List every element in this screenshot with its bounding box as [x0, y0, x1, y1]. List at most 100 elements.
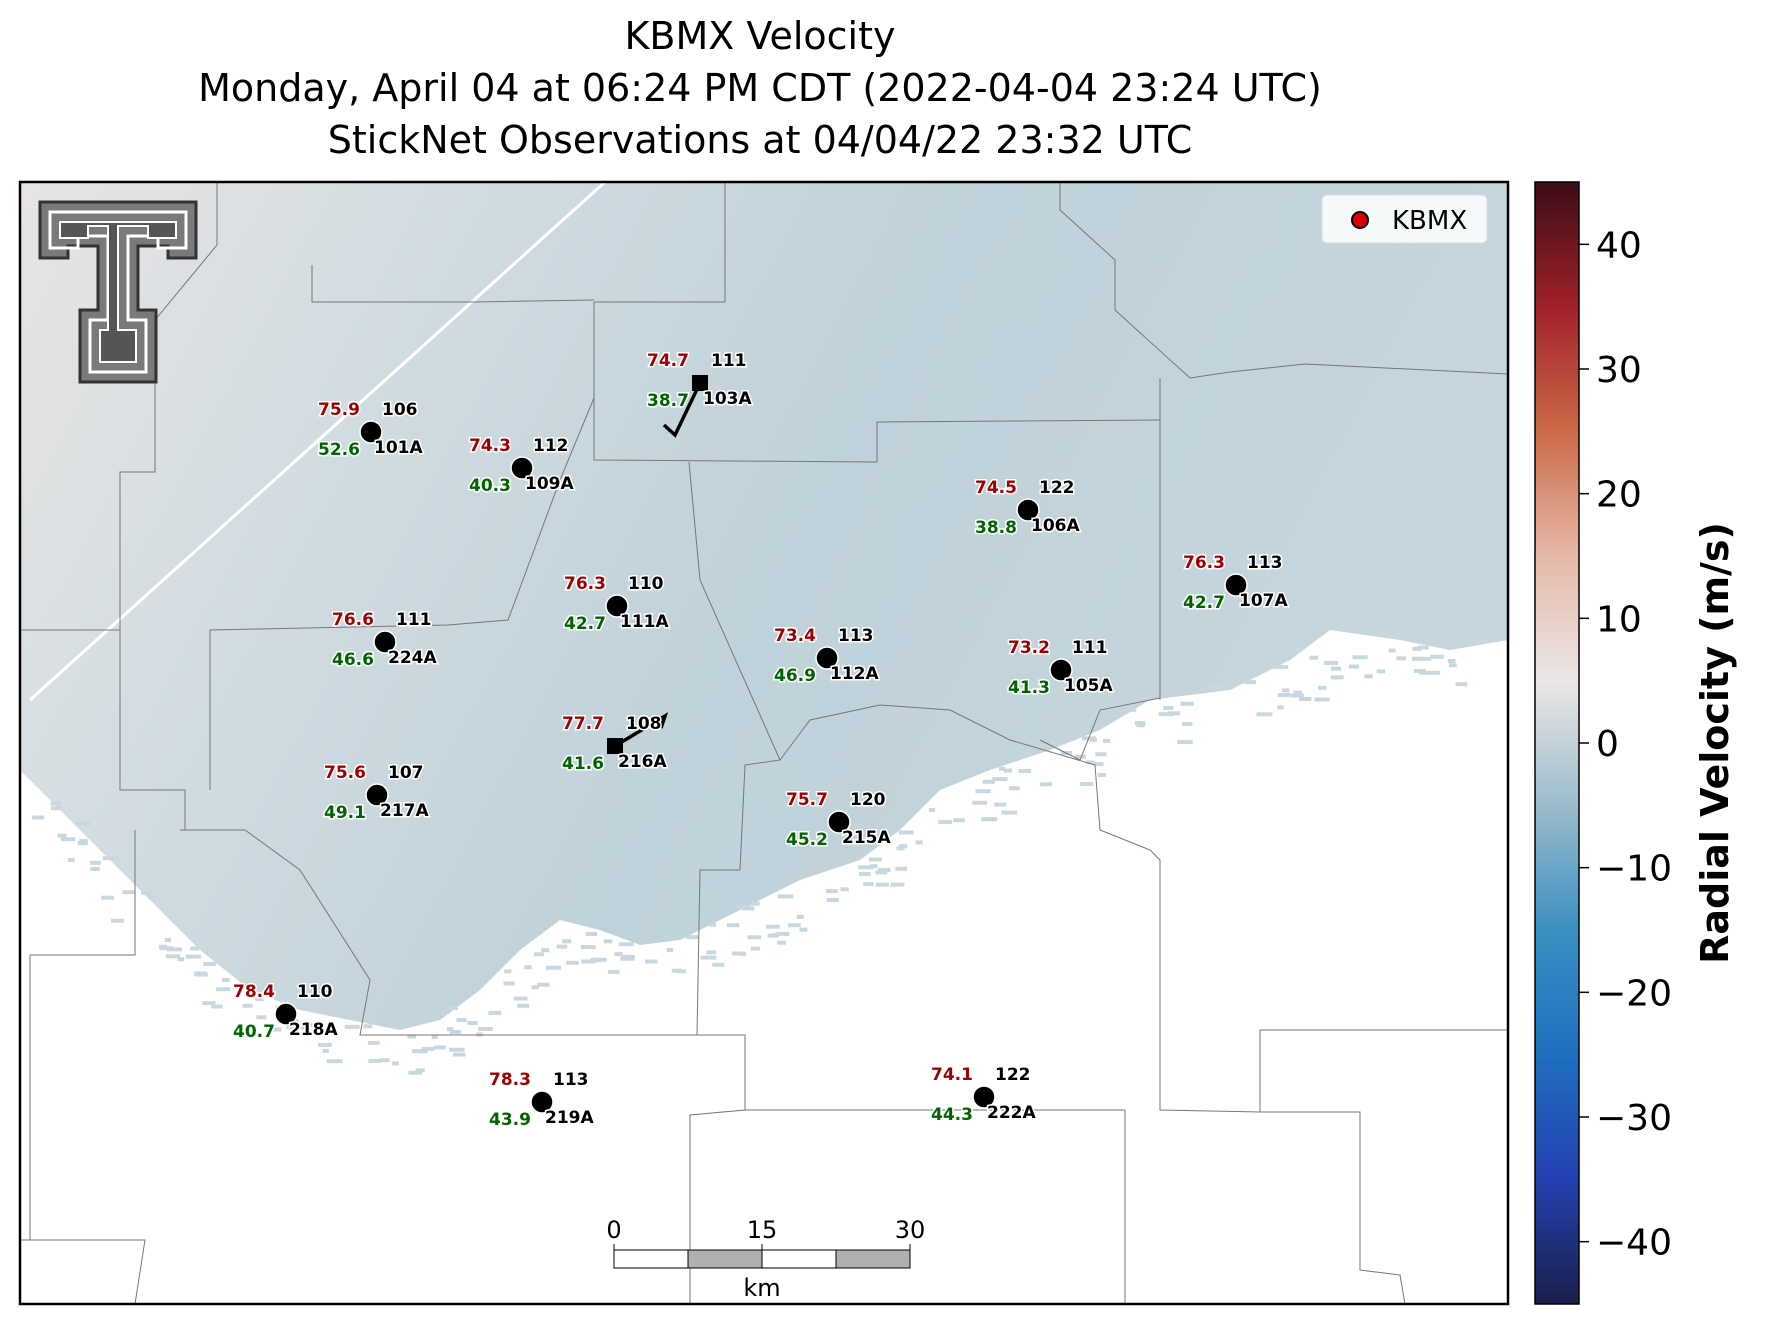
- scale-tick-30: 30: [895, 1216, 926, 1244]
- echo-cell: [858, 871, 871, 876]
- station-id-label: 219A: [545, 1108, 594, 1128]
- station-dir-label: 111: [711, 351, 747, 371]
- echo-cell: [448, 1006, 458, 1010]
- echo-cell: [1097, 772, 1106, 777]
- echo-cell: [449, 1047, 465, 1052]
- station-dew-label: 41.3: [1008, 678, 1050, 698]
- station-dir-label: 113: [553, 1070, 589, 1090]
- station-106A: 74.5 122 38.8 106A: [974, 477, 1082, 540]
- echo-cell: [467, 1021, 478, 1026]
- station-marker-circle: [972, 1085, 996, 1109]
- station-temp-label: 74.1: [931, 1065, 973, 1085]
- echo-cell: [167, 947, 183, 952]
- texas-tech-logo: [38, 200, 198, 384]
- echo-cell: [148, 894, 157, 899]
- echo-cell: [645, 959, 658, 964]
- station-103A: 74.7 111 38.7 103A: [646, 350, 754, 438]
- echo-cell: [751, 901, 760, 906]
- echo-cell: [1417, 645, 1429, 650]
- wind-barb: [614, 712, 669, 748]
- echo-cell: [1277, 705, 1284, 710]
- station-temp-label: 73.4: [774, 626, 816, 646]
- echo-cell: [566, 960, 579, 965]
- echo-cell: [211, 1004, 223, 1009]
- echo-cell: [77, 841, 88, 845]
- station-dir-label: 113: [1247, 553, 1283, 573]
- station-dir-label: 108: [626, 714, 662, 734]
- echo-cell: [1293, 690, 1302, 695]
- echo-cell: [1421, 656, 1432, 661]
- echo-cell: [1412, 656, 1426, 661]
- station-101A: 75.9 106 52.6 101A: [317, 399, 425, 462]
- echo-cell: [747, 935, 761, 940]
- echo-cell: [531, 985, 539, 990]
- station-temp-label: 76.6: [332, 610, 374, 630]
- echo-cell: [775, 931, 790, 936]
- colorbar-strip: [1534, 181, 1580, 1305]
- echo-cell: [1244, 680, 1256, 685]
- echo-cell: [556, 944, 568, 949]
- echo-cell: [585, 932, 598, 936]
- station-id-label: 106A: [1031, 516, 1080, 536]
- echo-cell: [256, 1015, 267, 1020]
- echo-cell: [618, 942, 634, 947]
- colorbar: 40 30 20 10 0 −10 −20 −30 −40 Radial Velocity (m…: [1534, 181, 1737, 1305]
- scale-bar: 0 15 30 km: [606, 1216, 925, 1302]
- station-marker-circle: [365, 783, 389, 807]
- echo-cell: [513, 996, 528, 1001]
- echo-cell: [322, 1048, 329, 1053]
- echo-cell: [621, 955, 635, 959]
- echo-cell: [447, 1027, 454, 1032]
- echo-cell: [61, 837, 76, 842]
- echo-cell: [453, 1052, 466, 1057]
- echo-cell: [478, 1027, 493, 1031]
- echo-cell: [562, 939, 572, 944]
- echo-cell: [982, 779, 995, 784]
- echo-cell: [1449, 663, 1457, 668]
- station-temp-label: 75.9: [318, 400, 360, 420]
- echo-cell: [504, 969, 512, 974]
- station-temp-label: 76.3: [1183, 553, 1225, 573]
- echo-cell: [1331, 666, 1341, 671]
- station-105A: 73.2 111 41.3 105A: [1007, 637, 1115, 700]
- station-marker-circle: [1016, 498, 1040, 522]
- echo-cell: [1299, 697, 1312, 701]
- echo-cell: [1455, 682, 1468, 687]
- sticknet-stations: 75.9 106 52.6 101A 74.3 112 40.3 109A 74.7 111 38.…: [232, 350, 1290, 1132]
- colorbar-tick-label: −20: [1596, 973, 1672, 1014]
- echo-cell: [165, 954, 180, 959]
- echo-cell: [255, 997, 264, 1002]
- echo-cell: [1282, 688, 1290, 693]
- station-dew-label: 40.3: [469, 476, 511, 496]
- colorbar-tick-label: 0: [1596, 724, 1619, 765]
- station-temp-label: 78.4: [233, 982, 275, 1002]
- station-dew-label: 44.3: [931, 1105, 973, 1125]
- station-temp-label: 78.3: [489, 1070, 531, 1090]
- station-marker-circle: [815, 646, 839, 670]
- station-dew-label: 38.8: [975, 518, 1017, 538]
- echo-cell: [712, 962, 725, 967]
- echo-cell: [896, 846, 905, 851]
- echo-cell: [1521, 653, 1529, 657]
- echo-cell: [541, 948, 550, 953]
- echo-cell: [731, 951, 743, 956]
- echo-cell: [216, 987, 231, 992]
- echo-cell: [242, 977, 252, 982]
- echo-cell: [1080, 782, 1093, 787]
- echo-cell: [1180, 701, 1194, 706]
- echo-cell: [318, 1042, 332, 1047]
- echo-cell: [1102, 738, 1111, 743]
- station-222A: 74.1 122 44.3 222A: [930, 1064, 1038, 1127]
- echo-cell: [90, 867, 100, 871]
- station-215A: 75.7 120 45.2 215A: [785, 789, 893, 852]
- echo-cell: [870, 864, 878, 869]
- echo-cell: [344, 1024, 360, 1029]
- echo-cell: [953, 818, 965, 823]
- echo-cell: [796, 915, 804, 919]
- echo-cell: [580, 945, 596, 949]
- echo-cell: [1095, 752, 1107, 757]
- station-dir-label: 122: [1039, 478, 1075, 498]
- station-dir-label: 120: [850, 790, 886, 810]
- echo-cell: [877, 868, 891, 873]
